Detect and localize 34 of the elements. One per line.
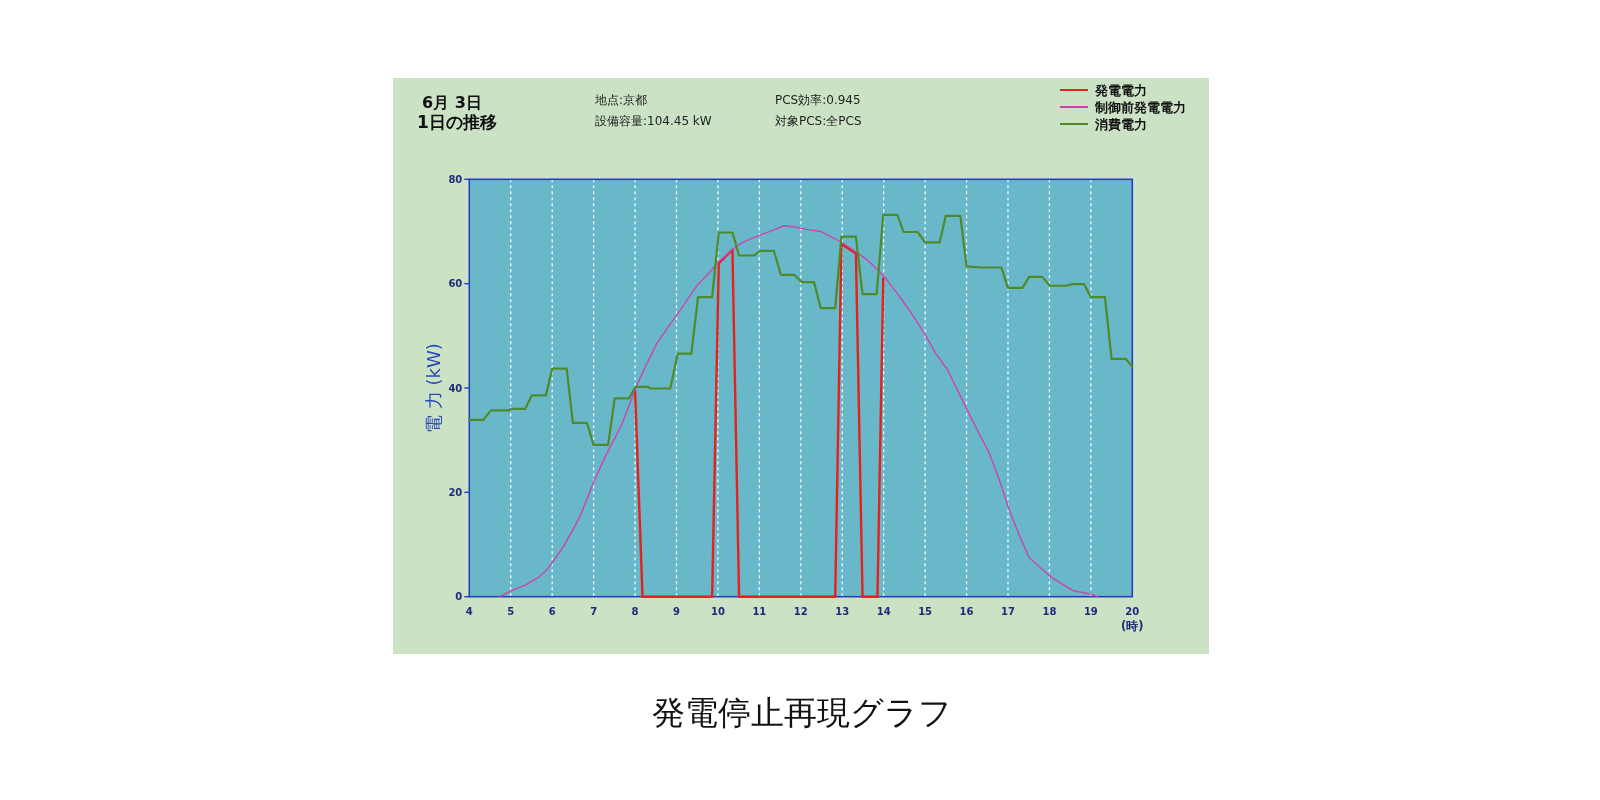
text: PCS効率:0.945 — [775, 93, 861, 107]
x-tick-label: 8 — [631, 605, 639, 617]
x-tick-label: 20 — [1125, 605, 1140, 617]
x-tick-label: 14 — [876, 605, 891, 617]
x-tick-label: 6 — [548, 605, 556, 617]
x-tick-label: 9 — [673, 605, 680, 617]
y-tick-label: 80 — [448, 173, 463, 185]
x-tick-label: 11 — [752, 605, 767, 617]
x-tick-label: 17 — [1001, 605, 1015, 617]
legend-label: 発電電力 — [1094, 82, 1147, 98]
x-tick-label: 16 — [959, 605, 974, 617]
x-tick-label: 19 — [1083, 605, 1098, 617]
y-tick-label: 20 — [448, 486, 463, 498]
legend-label: 制御前発電電力 — [1094, 99, 1186, 115]
y-axis-title: 電 力 (kW) — [423, 343, 444, 433]
chart-title: 6月 3日 — [422, 93, 482, 112]
x-axis-title: (時) — [1121, 618, 1144, 633]
x-tick-label: 15 — [918, 605, 933, 617]
text: 地点:京都 — [594, 93, 648, 107]
x-tick-label: 4 — [465, 605, 473, 617]
text: 設備容量:104.45 kW — [595, 113, 712, 128]
x-tick-label: 10 — [710, 605, 725, 617]
y-tick-label: 40 — [448, 382, 463, 394]
y-tick-label: 0 — [455, 591, 463, 603]
legend-label: 消費電力 — [1094, 116, 1147, 132]
x-tick-label: 18 — [1042, 605, 1057, 617]
x-tick-label: 12 — [793, 605, 808, 617]
y-tick-label: 60 — [448, 278, 463, 290]
x-tick-label: 7 — [590, 605, 598, 617]
chart-subtitle: 1日の推移 — [417, 112, 497, 132]
x-tick-label: 5 — [507, 605, 515, 617]
text: 発電停止再現グラフ — [652, 693, 952, 732]
text: 対象PCS:全PCS — [775, 113, 862, 128]
x-tick-label: 13 — [835, 605, 850, 617]
